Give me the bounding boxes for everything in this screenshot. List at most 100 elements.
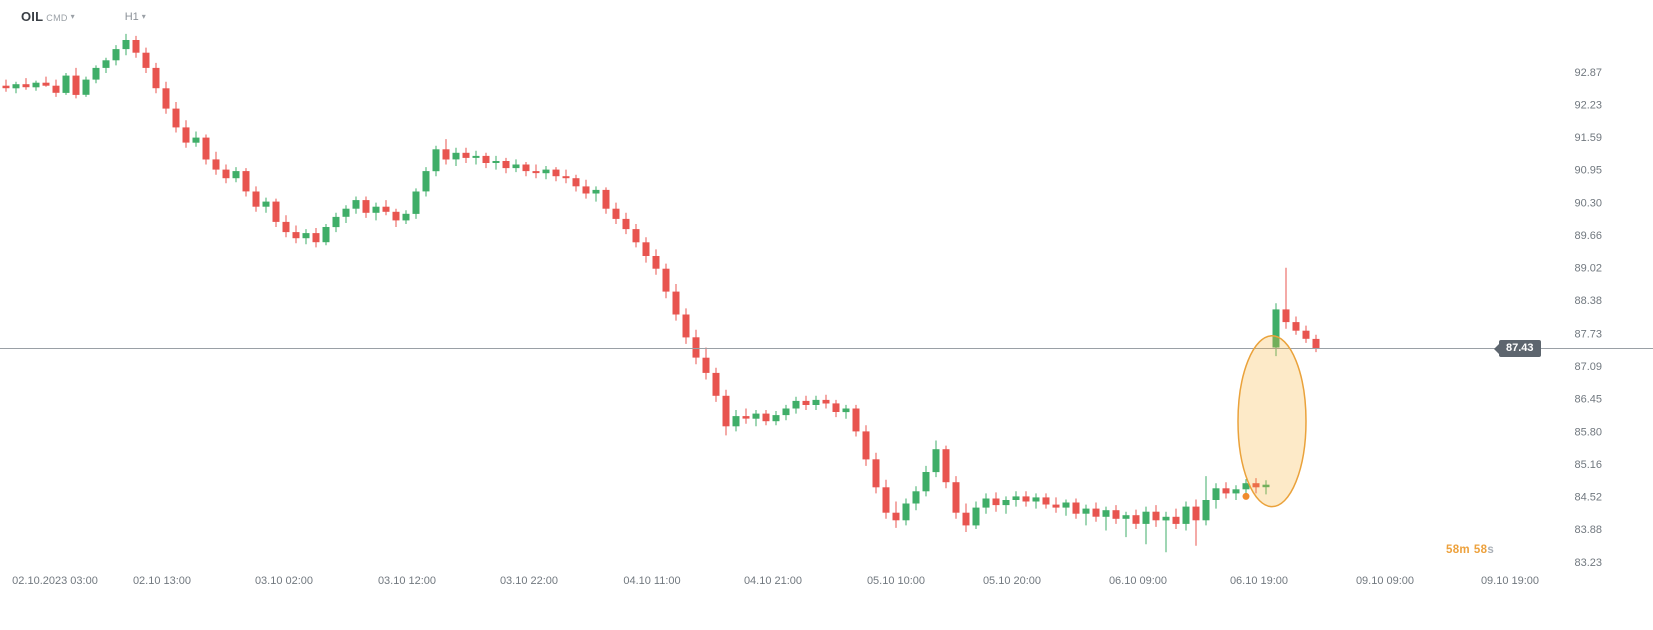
candle-body xyxy=(1102,510,1110,517)
candle-body xyxy=(202,137,210,160)
candle-body xyxy=(802,400,810,405)
candle-body xyxy=(1192,506,1200,521)
candle-body xyxy=(292,232,300,239)
candle-body xyxy=(482,155,490,163)
chevron-down-icon[interactable]: ▾ xyxy=(70,11,75,21)
x-axis-label: 03.10 12:00 xyxy=(378,575,436,587)
candle-body xyxy=(582,186,590,194)
candle-body xyxy=(752,413,760,419)
candle-body xyxy=(1142,511,1150,524)
candle-body xyxy=(1092,508,1100,517)
y-axis-label: 83.23 xyxy=(1574,557,1602,569)
candle-body xyxy=(832,403,840,412)
x-axis-label: 05.10 10:00 xyxy=(867,575,925,587)
candle-body xyxy=(102,60,110,68)
candle-body xyxy=(622,218,630,230)
candle-body xyxy=(882,487,890,513)
candle-body xyxy=(522,164,530,172)
candle-body xyxy=(22,84,30,88)
candle-body xyxy=(472,155,480,158)
candle-body xyxy=(242,171,250,192)
instrument-header: OIL CMD ▾ H1 ▾ xyxy=(21,9,146,24)
candle-body xyxy=(1212,488,1220,500)
instrument-symbol[interactable]: OIL xyxy=(21,9,44,24)
candle-body xyxy=(682,314,690,338)
candle-body xyxy=(1032,497,1040,502)
candle-body xyxy=(602,189,610,209)
candle-body xyxy=(712,372,720,396)
countdown-seconds-value: 58 xyxy=(1473,544,1488,556)
candle-body xyxy=(992,498,1000,506)
candle-body xyxy=(112,49,120,61)
timeframe-label: H1 xyxy=(124,10,139,23)
candle-body xyxy=(372,206,380,213)
x-axis-label: 03.10 22:00 xyxy=(500,575,558,587)
y-axis-label: 87.73 xyxy=(1574,328,1602,340)
y-axis-label: 89.66 xyxy=(1574,230,1602,242)
candle-body xyxy=(1292,322,1300,331)
gap-highlight-ellipse xyxy=(1237,335,1307,508)
candle-body xyxy=(952,482,960,513)
candle-body xyxy=(302,233,310,239)
chevron-down-icon: ▾ xyxy=(141,11,146,21)
candle-body xyxy=(1252,483,1260,488)
candle-body xyxy=(502,161,510,169)
candle-body xyxy=(1282,309,1290,323)
candle-body xyxy=(152,67,160,89)
candle-body xyxy=(1222,488,1230,494)
instrument-type-label: CMD xyxy=(46,12,68,23)
candle-body xyxy=(172,108,180,128)
candle-body xyxy=(1172,516,1180,524)
candle-body xyxy=(1132,515,1140,524)
candle-body xyxy=(942,449,950,483)
candle-body xyxy=(722,395,730,427)
candle-body xyxy=(432,149,440,172)
candle-body xyxy=(1152,511,1160,521)
candle-body xyxy=(1232,489,1240,494)
candle-body xyxy=(742,416,750,419)
candle-body xyxy=(762,413,770,422)
candle-body xyxy=(902,503,910,521)
candle-body xyxy=(512,164,520,169)
x-axis-label: 06.10 09:00 xyxy=(1109,575,1167,587)
candle-body xyxy=(962,512,970,526)
candle-body xyxy=(532,171,540,174)
current-price-badge: 87.43 xyxy=(1499,340,1541,357)
candle-body xyxy=(662,268,670,292)
candle-body xyxy=(1082,508,1090,514)
x-axis-label: 05.10 20:00 xyxy=(983,575,1041,587)
candle-body xyxy=(422,171,430,192)
y-axis-label: 89.02 xyxy=(1574,263,1602,275)
candle-body xyxy=(672,291,680,315)
candle-body xyxy=(782,408,790,416)
candle-body xyxy=(442,149,450,160)
candle-body xyxy=(342,208,350,217)
candle-body xyxy=(732,416,740,427)
candle-body xyxy=(932,449,940,473)
y-axis-label: 92.87 xyxy=(1574,67,1602,79)
candle-body xyxy=(402,213,410,221)
y-axis-label: 83.88 xyxy=(1574,524,1602,536)
y-axis-label: 91.59 xyxy=(1574,132,1602,144)
candle-body xyxy=(892,512,900,521)
candle-body xyxy=(572,178,580,187)
candle-body xyxy=(1202,500,1210,521)
y-axis-label: 88.38 xyxy=(1574,295,1602,307)
x-axis-label: 09.10 19:00 xyxy=(1481,575,1539,587)
candle-body xyxy=(332,216,340,228)
candle-body xyxy=(812,399,820,405)
candle-body xyxy=(542,169,550,174)
timeframe-selector[interactable]: H1 ▾ xyxy=(125,11,146,23)
candle-body xyxy=(1022,496,1030,502)
x-axis-label: 04.10 21:00 xyxy=(744,575,802,587)
x-axis-label: 04.10 11:00 xyxy=(623,575,680,587)
candle-body xyxy=(322,227,330,243)
candle-body xyxy=(222,169,230,179)
candle-body xyxy=(32,82,40,88)
candle-body xyxy=(862,431,870,460)
candle-body xyxy=(1272,309,1280,348)
candle-body xyxy=(132,40,140,53)
candle-body xyxy=(142,52,150,68)
